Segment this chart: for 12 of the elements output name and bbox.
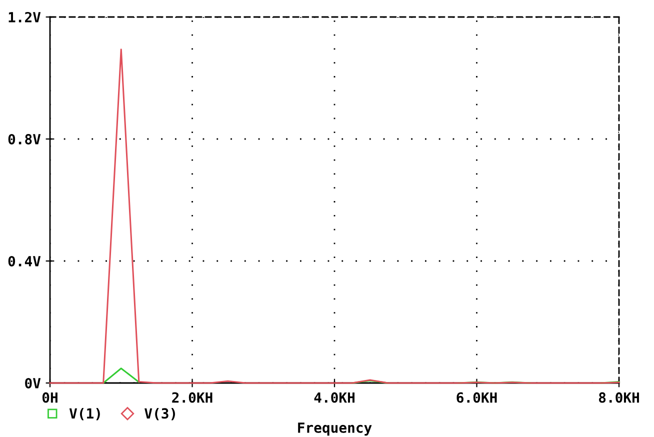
x-axis-title: Frequency	[298, 422, 372, 436]
x-tick-label: 2.0KH	[172, 392, 212, 403]
x-tick-label: 0H	[42, 392, 58, 403]
x-tick-label: 8.0KH	[598, 392, 639, 403]
y-tick-label: 0.8V	[8, 134, 41, 144]
y-tick-label: 1.2V	[8, 12, 41, 22]
legend-label: V(3)	[144, 408, 176, 420]
y-tick-label: 0V	[25, 378, 41, 388]
legend-label: V(1)	[69, 408, 100, 420]
y-tick-label: 0.4V	[8, 256, 41, 266]
x-tick-label: 6.0KH	[456, 392, 497, 403]
x-tick-label: 4.0KH	[314, 392, 354, 403]
